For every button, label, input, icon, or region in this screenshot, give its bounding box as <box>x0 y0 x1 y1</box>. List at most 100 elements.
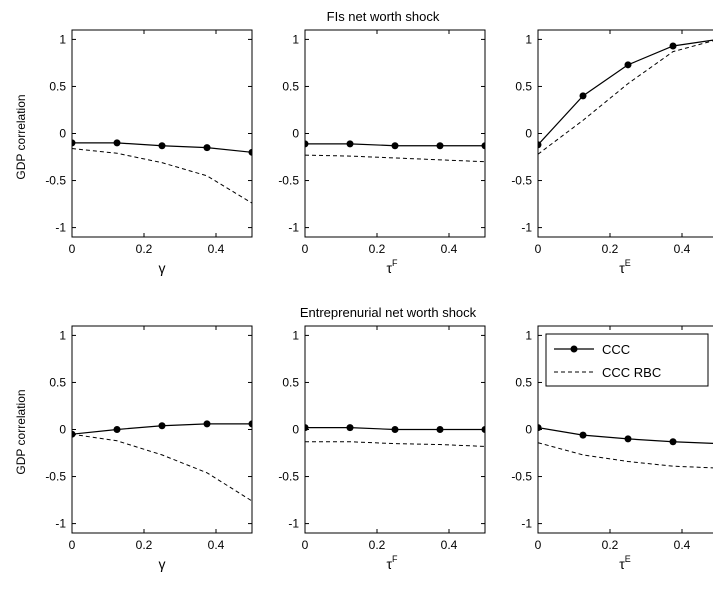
data-point-ccc <box>305 140 309 148</box>
data-point-ccc <box>203 144 211 152</box>
xtick-label: 0 <box>69 242 76 256</box>
xlabel-base: τ <box>619 556 625 572</box>
ytick-label: -1 <box>521 221 532 235</box>
data-point-ccc <box>538 141 542 149</box>
ytick-label: -1 <box>521 517 532 531</box>
ytick-label: 1 <box>525 328 532 342</box>
ytick-label: -1 <box>288 517 299 531</box>
xlabel-sup: E <box>625 554 631 564</box>
data-point-ccc <box>72 430 76 438</box>
data-point-ccc <box>158 422 166 430</box>
xlabel: τF <box>386 554 398 572</box>
ytick-label: 1 <box>59 328 66 342</box>
axes-frame <box>304 29 486 238</box>
ytick-label: -0.5 <box>278 174 299 188</box>
data-point-ccc <box>113 139 121 147</box>
data-point-ccc <box>669 438 677 446</box>
ytick-label: -1 <box>55 221 66 235</box>
data-point-ccc <box>481 142 485 150</box>
series-line-ccc <box>538 39 713 146</box>
data-point-ccc <box>669 42 677 50</box>
axes-frame <box>71 325 253 534</box>
data-point-ccc <box>391 426 399 433</box>
ylabel-top: GDP correlation <box>14 94 28 179</box>
xtick-label: 0 <box>302 538 309 552</box>
ytick-label: 0 <box>525 423 532 437</box>
data-point-ccc <box>158 142 166 150</box>
xlabel-sup: F <box>392 258 398 268</box>
ytick-label: -1 <box>288 221 299 235</box>
xtick-label: 0.4 <box>208 538 225 552</box>
data-point-ccc <box>624 61 632 69</box>
data-point-ccc <box>248 148 252 156</box>
legend-label-ccc-rbc: CCC RBC <box>602 365 661 380</box>
ytick-label: 0.5 <box>282 79 299 93</box>
xtick-label: 0 <box>302 242 309 256</box>
data-point-ccc <box>346 140 354 148</box>
series-line-ccc-rbc <box>72 433 252 502</box>
xlabel-base: τ <box>386 260 392 276</box>
series-line-ccc-rbc <box>538 442 713 469</box>
ytick-label: 0.5 <box>282 375 299 389</box>
xlabel-sup: E <box>625 258 631 268</box>
data-point-ccc <box>72 139 76 147</box>
ytick-label: -0.5 <box>45 470 66 484</box>
panel-en-tauE: 10.50-0.5-10 0.2 0.4τE <box>511 325 713 572</box>
xtick-label: 0.4 <box>208 242 225 256</box>
xtick-label: 0.2 <box>136 538 153 552</box>
ytick-label: -0.5 <box>511 174 532 188</box>
ytick-label: 1 <box>292 32 299 46</box>
xtick-label: 0.2 <box>369 242 386 256</box>
panel-fi-gamma: 10.50-0.5-10 0.2 0.4γ <box>45 29 253 276</box>
xtick-label: 0 <box>535 538 542 552</box>
xtick-label: 0.2 <box>369 538 386 552</box>
xtick-label: 0.4 <box>674 538 691 552</box>
ytick-label: 0.5 <box>515 375 532 389</box>
data-point-ccc <box>579 92 587 100</box>
xlabel: γ <box>159 556 166 572</box>
ytick-label: 0 <box>292 127 299 141</box>
data-point-ccc <box>579 431 587 439</box>
data-point-ccc <box>624 435 632 443</box>
ylabel-bottom: GDP correlation <box>14 389 28 474</box>
series-line-ccc-rbc <box>72 148 252 204</box>
series-line-ccc-rbc <box>538 40 713 155</box>
legend-box <box>545 333 709 387</box>
data-point-ccc <box>305 424 309 432</box>
panel-fi-tauE: 10.50-0.5-10 0.2 0.4τE <box>511 29 713 276</box>
row-title-entrepreneurial: Entreprenurial net worth shock <box>300 305 477 320</box>
ytick-label: 0 <box>59 423 66 437</box>
xlabel: τE <box>619 258 631 276</box>
ytick-label: 1 <box>292 328 299 342</box>
xlabel: γ <box>159 260 166 276</box>
data-point-ccc <box>436 426 444 433</box>
xtick-label: 0.4 <box>441 242 458 256</box>
ytick-label: -0.5 <box>511 470 532 484</box>
ytick-label: -0.5 <box>45 174 66 188</box>
xlabel-base: γ <box>159 260 166 276</box>
xtick-label: 0.2 <box>602 538 619 552</box>
series-line-ccc-rbc <box>305 441 485 447</box>
xtick-label: 0.2 <box>602 242 619 256</box>
series-line-ccc-rbc <box>305 154 485 163</box>
data-point-ccc <box>391 142 399 150</box>
legend: CCC CCC RBC <box>545 333 709 387</box>
axes-frame <box>71 29 253 238</box>
xtick-label: 0.4 <box>441 538 458 552</box>
axes-frame <box>537 29 713 238</box>
xtick-label: 0.4 <box>674 242 691 256</box>
xtick-label: 0.2 <box>136 242 153 256</box>
xlabel-base: τ <box>619 260 625 276</box>
ytick-label: 0 <box>525 127 532 141</box>
data-point-ccc <box>481 426 485 433</box>
data-point-ccc <box>346 424 354 432</box>
ytick-label: -1 <box>55 517 66 531</box>
data-point-ccc <box>248 420 252 428</box>
xlabel-base: γ <box>159 556 166 572</box>
panel-en-gamma: 10.50-0.5-10 0.2 0.4γ <box>45 325 253 572</box>
row-title-fi: FIs net worth shock <box>327 9 440 24</box>
ytick-label: 1 <box>525 32 532 46</box>
ytick-label: 0 <box>59 127 66 141</box>
data-point-ccc <box>436 142 444 150</box>
